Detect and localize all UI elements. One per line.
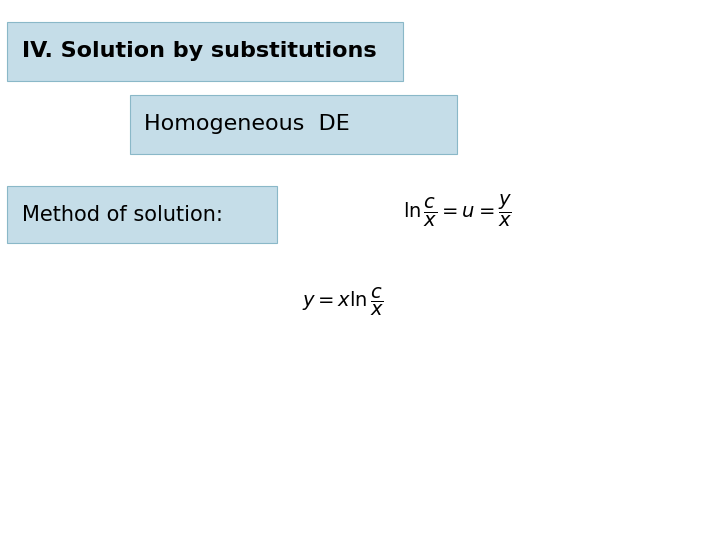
FancyBboxPatch shape xyxy=(130,94,457,154)
Text: Homogeneous  DE: Homogeneous DE xyxy=(144,114,350,134)
Text: Method of solution:: Method of solution: xyxy=(22,205,222,225)
Text: $y = x\ln\dfrac{c}{x}$: $y = x\ln\dfrac{c}{x}$ xyxy=(302,286,384,319)
Text: IV. Solution by substitutions: IV. Solution by substitutions xyxy=(22,41,377,62)
Text: $\ln\dfrac{c}{x} = u = \dfrac{y}{x}$: $\ln\dfrac{c}{x} = u = \dfrac{y}{x}$ xyxy=(403,193,512,228)
FancyBboxPatch shape xyxy=(7,186,277,243)
FancyBboxPatch shape xyxy=(7,22,403,81)
